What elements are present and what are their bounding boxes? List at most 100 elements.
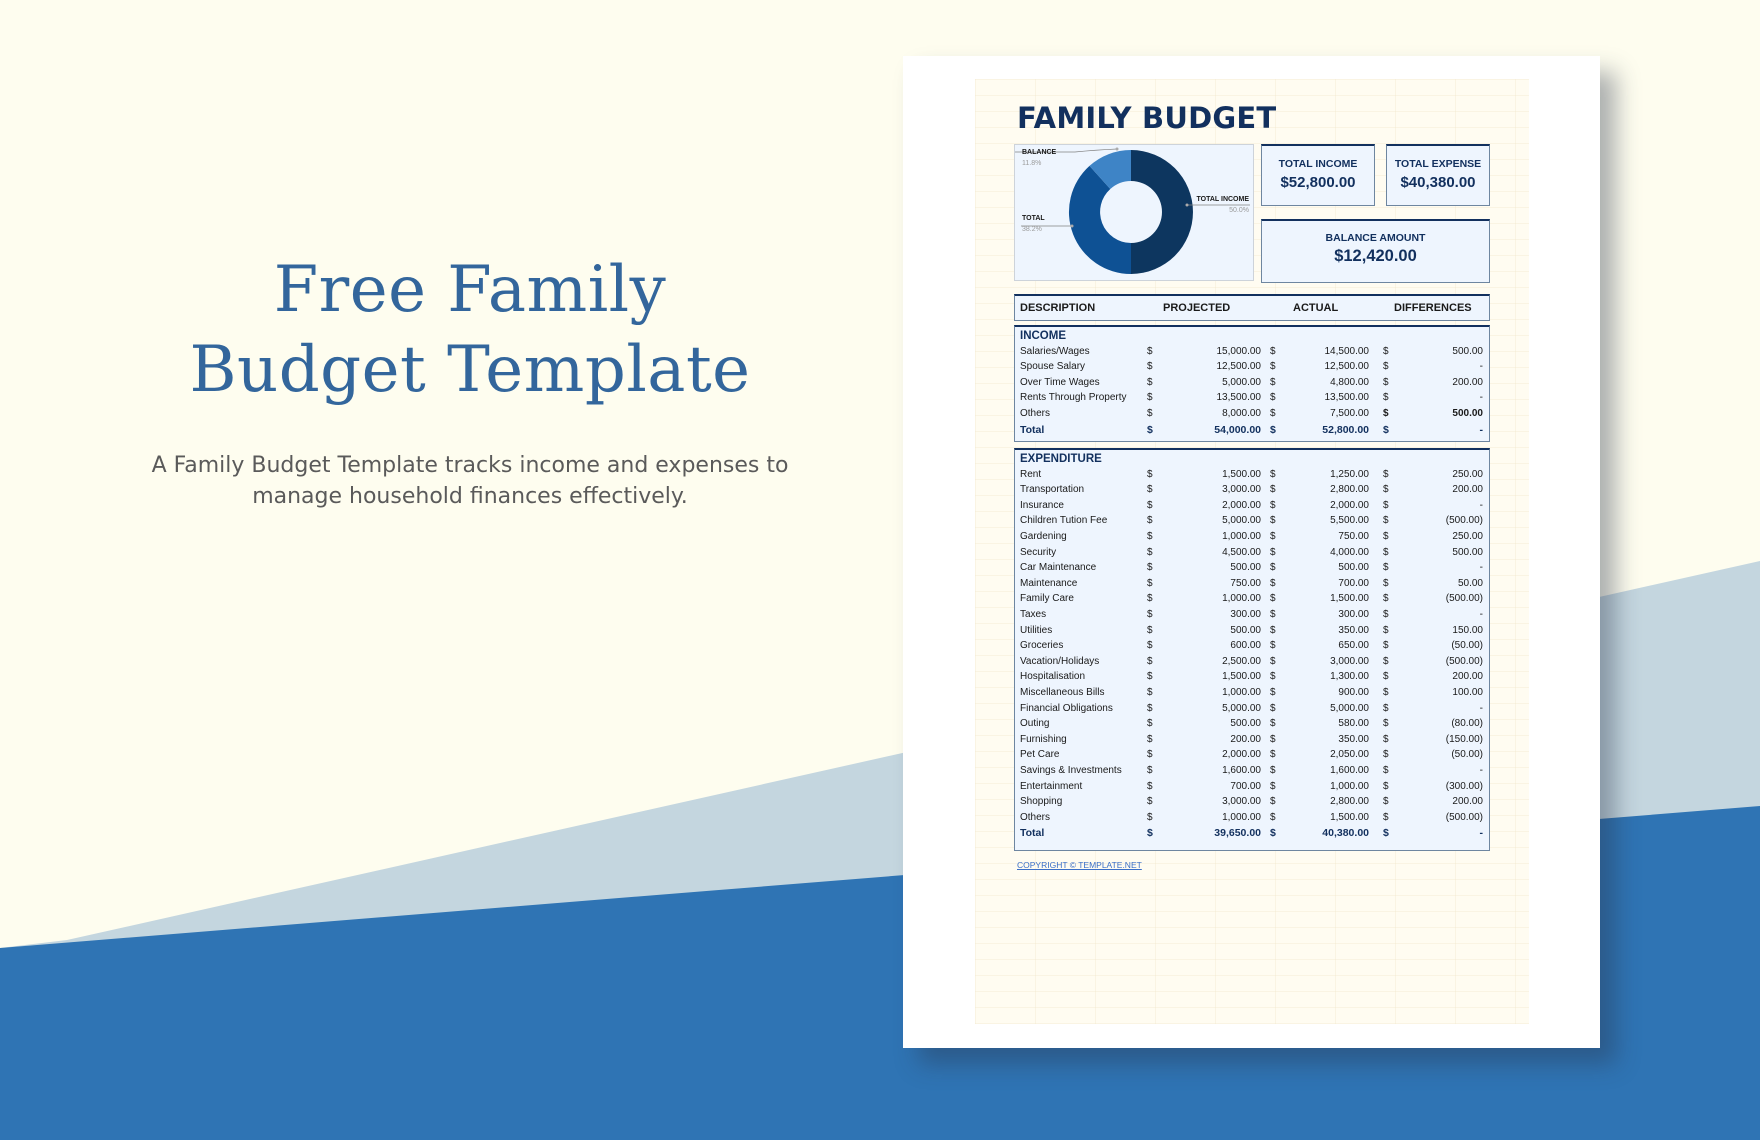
row-currency-projected: $	[1147, 702, 1153, 714]
row-description: Rent	[1020, 468, 1042, 480]
row-projected: 39,650.00	[1214, 827, 1261, 840]
table-row: Taxes $ 300.00 $ 300.00 $ -	[1015, 608, 1489, 623]
row-currency-difference: $	[1383, 655, 1389, 667]
row-currency-difference: $	[1383, 484, 1389, 496]
row-currency-difference: $	[1383, 562, 1389, 574]
row-currency-projected: $	[1147, 718, 1153, 730]
row-currency-actual: $	[1270, 407, 1276, 419]
row-currency-projected: $	[1147, 562, 1153, 574]
copyright-link[interactable]: COPYRIGHT © TEMPLATE.NET	[1017, 860, 1142, 870]
row-difference: 500.00	[1452, 407, 1483, 419]
document-title: FAMILY BUDGET	[1017, 101, 1277, 135]
row-currency-projected: $	[1147, 827, 1153, 840]
row-description: Insurance	[1020, 499, 1064, 511]
row-currency-difference: $	[1383, 515, 1389, 527]
promo-title: Free Family Budget Template	[140, 250, 800, 410]
donut-chart-svg	[1015, 147, 1250, 274]
promo-description-line2: manage household finances effectively.	[252, 484, 688, 509]
row-projected: 500.00	[1230, 562, 1261, 574]
row-currency-difference: $	[1383, 718, 1389, 730]
row-description: Pet Care	[1020, 749, 1060, 761]
row-difference: -	[1479, 827, 1484, 840]
row-difference: 250.00	[1452, 530, 1483, 542]
row-projected: 1,000.00	[1222, 686, 1261, 698]
table-row: Others $ 8,000.00 $ 7,500.00 $ 500.00	[1015, 407, 1489, 422]
row-currency-projected: $	[1147, 593, 1153, 605]
promo-title-line2: Budget Template	[189, 333, 751, 407]
row-currency-projected: $	[1147, 499, 1153, 511]
row-currency-difference: $	[1383, 733, 1389, 745]
row-difference: -	[1479, 423, 1484, 436]
row-description: Total	[1020, 827, 1045, 840]
kpi-total-income: TOTAL INCOME $52,800.00	[1261, 144, 1375, 206]
row-currency-actual: $	[1270, 624, 1276, 636]
expenditure-section-title: EXPENDITURE	[1020, 453, 1102, 465]
row-difference: (500.00)	[1445, 515, 1483, 527]
row-currency-projected: $	[1147, 780, 1153, 792]
row-description: Total	[1020, 423, 1045, 436]
row-actual: 5,000.00	[1330, 702, 1369, 714]
row-currency-projected: $	[1147, 345, 1153, 357]
table-row: Maintenance $ 750.00 $ 700.00 $ 50.00	[1015, 577, 1489, 592]
table-row: Furnishing $ 200.00 $ 350.00 $ (150.00)	[1015, 733, 1489, 748]
promo-title-line1: Free Family	[273, 253, 667, 327]
table-row: Pet Care $ 2,000.00 $ 2,050.00 $ (50.00)	[1015, 748, 1489, 763]
row-currency-actual: $	[1270, 345, 1276, 357]
row-currency-projected: $	[1147, 811, 1153, 823]
row-currency-difference: $	[1383, 811, 1389, 823]
row-projected: 4,500.00	[1222, 546, 1261, 558]
income-section-title: INCOME	[1020, 330, 1066, 342]
row-currency-projected: $	[1147, 764, 1153, 776]
row-actual: 1,600.00	[1330, 764, 1369, 776]
row-actual: 750.00	[1338, 530, 1369, 542]
row-description: Others	[1020, 407, 1051, 419]
row-currency-actual: $	[1270, 392, 1276, 404]
row-difference: (150.00)	[1445, 733, 1483, 745]
row-difference: (300.00)	[1445, 780, 1483, 792]
row-actual: 650.00	[1338, 640, 1369, 652]
row-currency-difference: $	[1383, 780, 1389, 792]
table-row: Hospitalisation $ 1,500.00 $ 1,300.00 $ …	[1015, 670, 1489, 685]
row-projected: 12,500.00	[1216, 361, 1262, 373]
row-currency-projected: $	[1147, 376, 1153, 388]
row-currency-actual: $	[1270, 423, 1276, 436]
row-currency-projected: $	[1147, 640, 1153, 652]
row-currency-projected: $	[1147, 655, 1153, 667]
row-currency-difference: $	[1383, 593, 1389, 605]
table-row: Utilities $ 500.00 $ 350.00 $ 150.00	[1015, 624, 1489, 639]
row-difference: 250.00	[1452, 468, 1483, 480]
kpi-balance-label: BALANCE AMOUNT	[1325, 232, 1426, 244]
table-row: Shopping $ 3,000.00 $ 2,800.00 $ 200.00	[1015, 795, 1489, 810]
table-row: Groceries $ 600.00 $ 650.00 $ (50.00)	[1015, 639, 1489, 654]
income-section: INCOME Salaries/Wages $ 15,000.00 $ 14,5…	[1014, 325, 1490, 442]
kpi-balance-amount: BALANCE AMOUNT $12,420.00	[1261, 219, 1490, 283]
row-currency-difference: $	[1383, 577, 1389, 589]
row-actual: 350.00	[1338, 733, 1369, 745]
row-projected: 54,000.00	[1214, 423, 1261, 436]
row-currency-projected: $	[1147, 686, 1153, 698]
row-actual: 700.00	[1338, 577, 1369, 589]
row-currency-actual: $	[1270, 764, 1276, 776]
expenditure-section: EXPENDITURE Rent $ 1,500.00 $ 1,250.00 $…	[1014, 448, 1490, 851]
row-description: Over Time Wages	[1020, 376, 1100, 388]
row-currency-actual: $	[1270, 640, 1276, 652]
row-description: Entertainment	[1020, 780, 1083, 792]
row-actual: 2,000.00	[1330, 499, 1369, 511]
table-row: Insurance $ 2,000.00 $ 2,000.00 $ -	[1015, 499, 1489, 514]
row-difference: 200.00	[1452, 376, 1483, 388]
promo-description: A Family Budget Template tracks income a…	[120, 450, 820, 512]
row-currency-actual: $	[1270, 827, 1276, 840]
table-row: Car Maintenance $ 500.00 $ 500.00 $ -	[1015, 561, 1489, 576]
row-description: Groceries	[1020, 640, 1064, 652]
chart-label-total: TOTAL	[1022, 215, 1045, 222]
row-difference: -	[1479, 562, 1483, 574]
row-actual: 300.00	[1338, 608, 1369, 620]
table-row: Over Time Wages $ 5,000.00 $ 4,800.00 $ …	[1015, 376, 1489, 391]
row-currency-difference: $	[1383, 640, 1389, 652]
row-currency-difference: $	[1383, 530, 1389, 542]
row-currency-difference: $	[1383, 345, 1389, 357]
row-projected: 750.00	[1230, 577, 1261, 589]
row-currency-difference: $	[1383, 407, 1389, 419]
row-currency-actual: $	[1270, 468, 1276, 480]
row-description: Taxes	[1020, 608, 1047, 620]
